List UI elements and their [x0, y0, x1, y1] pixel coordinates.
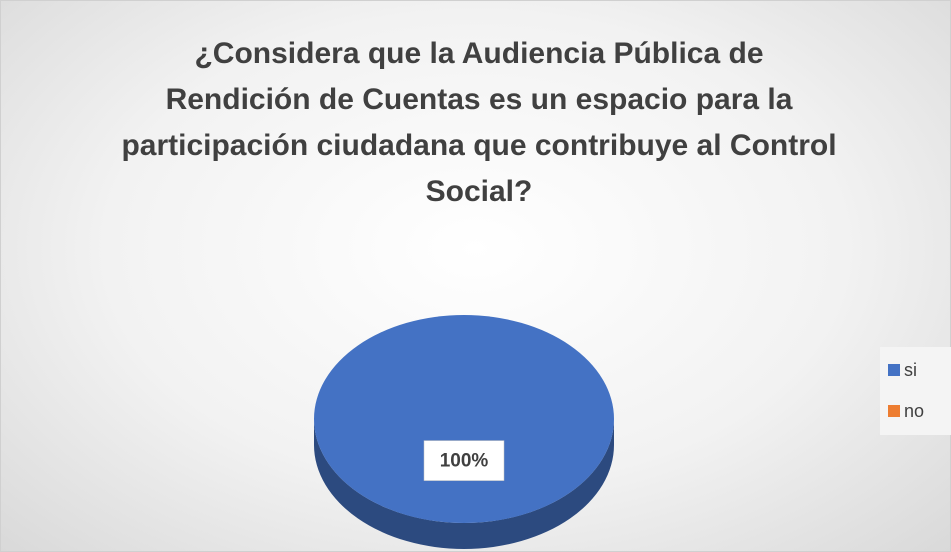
- legend-label: si: [904, 360, 917, 380]
- chart-title: ¿Considera que la Audiencia Pública de R…: [121, 37, 837, 208]
- data-label-box: [423, 440, 505, 481]
- data-label: 100%: [440, 451, 489, 472]
- legend-label: no: [904, 401, 924, 421]
- legend-swatch: [888, 364, 900, 376]
- pie-side: [314, 419, 614, 549]
- legend-swatch: [888, 405, 900, 417]
- legend-box: [880, 347, 951, 435]
- pie-slice: [314, 315, 614, 523]
